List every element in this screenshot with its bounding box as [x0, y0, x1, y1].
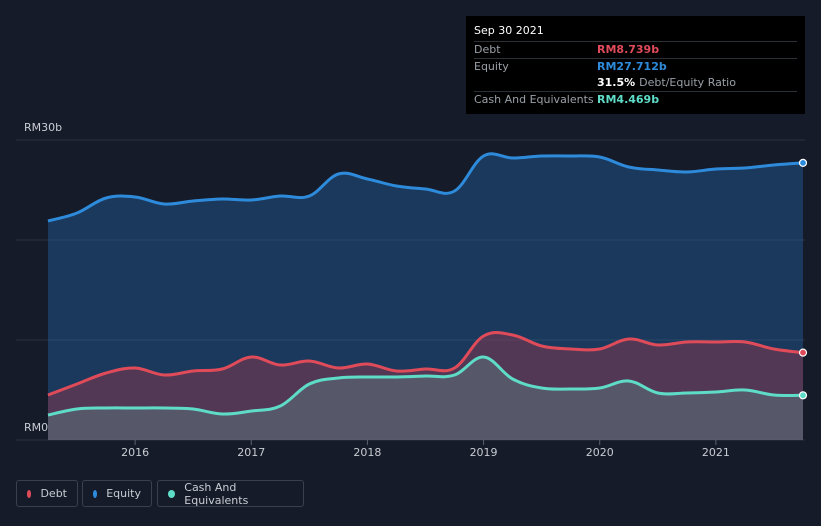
- debt-end-point: [798, 348, 808, 357]
- equity-end-point: [798, 158, 808, 167]
- tooltip-row-debt: Debt RM8.739b: [474, 41, 797, 58]
- tooltip-label: Cash And Equivalents: [474, 93, 594, 106]
- tooltip-label: [474, 75, 597, 91]
- tooltip-label: Debt: [474, 43, 501, 56]
- tick-layer: RM30b RM0 2016 2017 2018 2019 2020 2021: [24, 121, 730, 459]
- cash-and-equivalents-area: [48, 356, 803, 440]
- tooltip-label: Equity: [474, 60, 509, 73]
- tooltip-row-ratio: 31.5% Debt/Equity Ratio: [474, 75, 797, 91]
- legend-item-debt[interactable]: Debt: [16, 480, 78, 507]
- cash-and-equivalents-end-point: [798, 391, 808, 400]
- tooltip-value-equity: RM27.712b: [597, 60, 667, 73]
- grid-layer: [16, 139, 805, 441]
- legend-item-equity[interactable]: Equity: [82, 480, 152, 507]
- line-layer: [47, 152, 804, 417]
- tooltip-panel: Sep 30 2021 Debt RM8.739b Equity RM27.71…: [466, 16, 805, 114]
- tooltip-value-debt: RM8.739b: [597, 43, 660, 56]
- x-tick-label: 2019: [470, 446, 498, 459]
- tooltip-value-cash: RM4.469b: [597, 93, 660, 106]
- x-tick-label: 2020: [586, 446, 614, 459]
- equity-line: [47, 152, 804, 223]
- equity-legend-dot-icon: [93, 489, 98, 498]
- tooltip-row-equity: Equity RM27.712b: [474, 58, 797, 75]
- legend-item-cash[interactable]: Cash And Equivalents: [157, 480, 304, 507]
- tooltip-date: Sep 30 2021: [474, 24, 544, 37]
- y-tick-label: RM30b: [24, 121, 62, 134]
- cash-and-equivalents-line: [47, 355, 804, 417]
- debt-line: [47, 331, 804, 397]
- legend-label: Debt: [40, 487, 67, 500]
- x-tick-label: 2021: [702, 446, 730, 459]
- x-tick-label: 2017: [237, 446, 265, 459]
- legend-label: Equity: [106, 487, 141, 500]
- legend-label: Cash And Equivalents: [184, 480, 249, 507]
- tooltip-row-cash: Cash And Equivalents RM4.469b: [474, 91, 797, 108]
- tooltip-value-ratio: 31.5%: [597, 76, 636, 89]
- dot-layer: [798, 158, 808, 400]
- tooltip-ratio-note: Debt/Equity Ratio: [639, 76, 736, 89]
- debt-legend-dot-icon: [27, 489, 32, 498]
- equity-area: [48, 153, 803, 440]
- x-tick-label: 2018: [353, 446, 381, 459]
- area-layer: [48, 153, 803, 440]
- y-tick-label: RM0: [24, 421, 48, 434]
- x-tick-label: 2016: [121, 446, 149, 459]
- cash-legend-dot-icon: [168, 489, 176, 498]
